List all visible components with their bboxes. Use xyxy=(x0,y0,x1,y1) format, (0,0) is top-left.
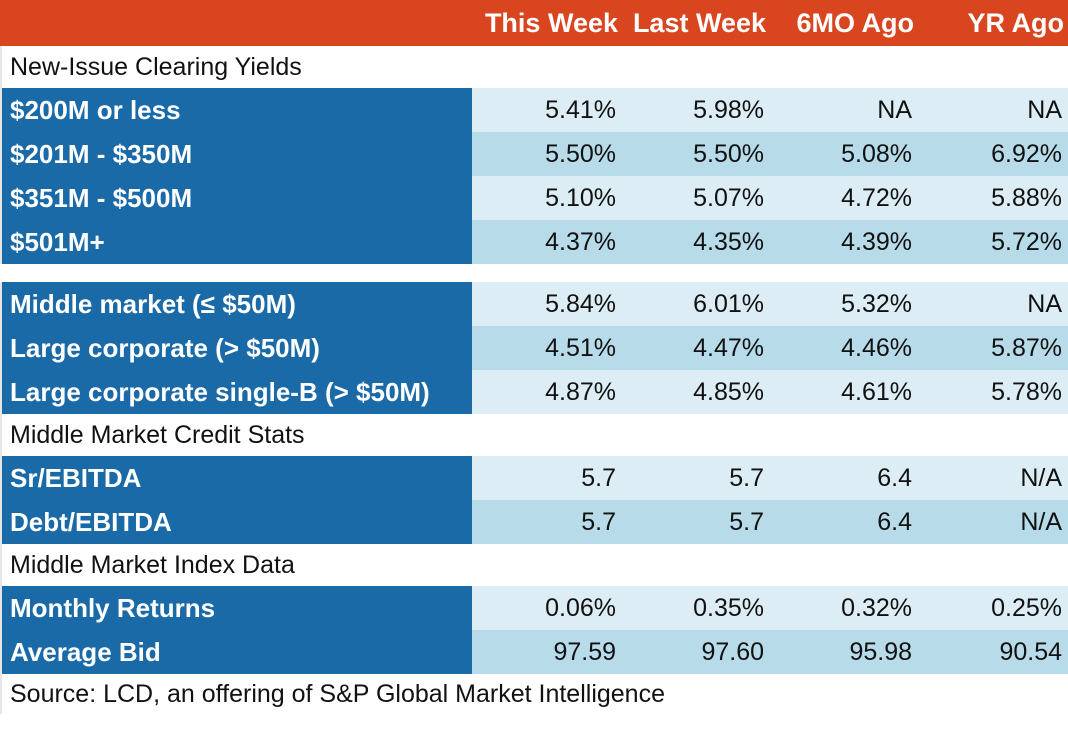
value-cell: 5.07% xyxy=(622,176,770,220)
value-cell: 4.47% xyxy=(622,326,770,370)
value-cell: 6.92% xyxy=(918,132,1068,176)
value-cell: 4.39% xyxy=(770,220,918,264)
value-cell: 4.87% xyxy=(472,370,622,414)
value-cell: 5.98% xyxy=(622,88,770,132)
table-row: Monthly Returns 0.06% 0.35% 0.32% 0.25% xyxy=(0,586,1068,630)
row-label: Large corporate (> $50M) xyxy=(0,326,472,370)
table-row: $200M or less 5.41% 5.98% NA NA xyxy=(0,88,1068,132)
table-row: $351M - $500M 5.10% 5.07% 4.72% 5.88% xyxy=(0,176,1068,220)
table-row: Middle market (≤ $50M) 5.84% 6.01% 5.32% NA xyxy=(0,282,1068,326)
table-row: Large corporate single-B (> $50M) 4.87% 4.… xyxy=(0,370,1068,414)
value-cell: 5.87% xyxy=(918,326,1068,370)
value-cell: 5.50% xyxy=(622,132,770,176)
column-header: Last Week xyxy=(632,7,766,38)
table-row: Debt/EBITDA 5.7 5.7 6.4 N/A xyxy=(0,500,1068,544)
value-cell: 0.25% xyxy=(918,586,1068,630)
value-cell: 5.41% xyxy=(472,88,622,132)
table-row: Large corporate (> $50M) 4.51% 4.47% 4.46% 5… xyxy=(0,326,1068,370)
row-label: $200M or less xyxy=(0,88,472,132)
value-cell: 90.54 xyxy=(918,630,1068,674)
row-label: Sr/EBITDA xyxy=(0,456,472,500)
row-label: Average Bid xyxy=(0,630,472,674)
value-cell: NA xyxy=(770,88,918,132)
value-cell: 4.51% xyxy=(472,326,622,370)
value-cell: 5.7 xyxy=(622,500,770,544)
table-row: $201M - $350M 5.50% 5.50% 5.08% 6.92% xyxy=(0,132,1068,176)
value-cell: 5.88% xyxy=(918,176,1068,220)
value-cell: 6.4 xyxy=(770,500,918,544)
value-cell: 95.98 xyxy=(770,630,918,674)
row-label: $201M - $350M xyxy=(0,132,472,176)
value-cell: 5.7 xyxy=(472,500,622,544)
value-cell: N/A xyxy=(918,500,1068,544)
section-title: Middle Market Index Data xyxy=(0,544,1068,586)
value-cell: 97.60 xyxy=(622,630,770,674)
value-cell: 4.46% xyxy=(770,326,918,370)
table-row: Sr/EBITDA 5.7 5.7 6.4 N/A xyxy=(0,456,1068,500)
row-label: Debt/EBITDA xyxy=(0,500,472,544)
value-cell: 4.37% xyxy=(472,220,622,264)
value-cell: 5.08% xyxy=(770,132,918,176)
value-cell: 0.06% xyxy=(472,586,622,630)
column-header: 6MO Ago xyxy=(796,7,915,38)
row-label: $501M+ xyxy=(0,220,472,264)
value-cell: 5.7 xyxy=(622,456,770,500)
value-cell: 0.35% xyxy=(622,586,770,630)
value-cell: 5.72% xyxy=(918,220,1068,264)
header-row: This Week Last Week 6MO Ago YR Ago xyxy=(0,0,1068,46)
value-cell: 5.32% xyxy=(770,282,918,326)
source-note: Source: LCD, an offering of S&P Global M… xyxy=(0,674,1068,714)
section-title: New-Issue Clearing Yields xyxy=(0,46,1068,88)
table-row: Average Bid 97.59 97.60 95.98 90.54 xyxy=(0,630,1068,674)
value-cell: 5.50% xyxy=(472,132,622,176)
section-title: Middle Market Credit Stats xyxy=(0,414,1068,456)
row-label: Middle market (≤ $50M) xyxy=(0,282,472,326)
value-cell: 4.35% xyxy=(622,220,770,264)
value-cell: 5.7 xyxy=(472,456,622,500)
row-label: $351M - $500M xyxy=(0,176,472,220)
value-cell: 0.32% xyxy=(770,586,918,630)
value-cell: 5.84% xyxy=(472,282,622,326)
row-label: Monthly Returns xyxy=(0,586,472,630)
value-cell: NA xyxy=(918,88,1068,132)
table-row: $501M+ 4.37% 4.35% 4.39% 5.72% xyxy=(0,220,1068,264)
value-cell: 97.59 xyxy=(472,630,622,674)
column-header: YR Ago xyxy=(967,7,1065,38)
value-cell: NA xyxy=(918,282,1068,326)
value-cell: 4.61% xyxy=(770,370,918,414)
row-label: Large corporate single-B (> $50M) xyxy=(0,370,472,414)
value-cell: 6.01% xyxy=(622,282,770,326)
section-gap xyxy=(0,264,1068,282)
value-cell: 6.4 xyxy=(770,456,918,500)
column-header: This Week xyxy=(484,7,618,38)
value-cell: N/A xyxy=(918,456,1068,500)
value-cell: 5.78% xyxy=(918,370,1068,414)
value-cell: 4.85% xyxy=(622,370,770,414)
value-cell: 5.10% xyxy=(472,176,622,220)
value-cell: 4.72% xyxy=(770,176,918,220)
